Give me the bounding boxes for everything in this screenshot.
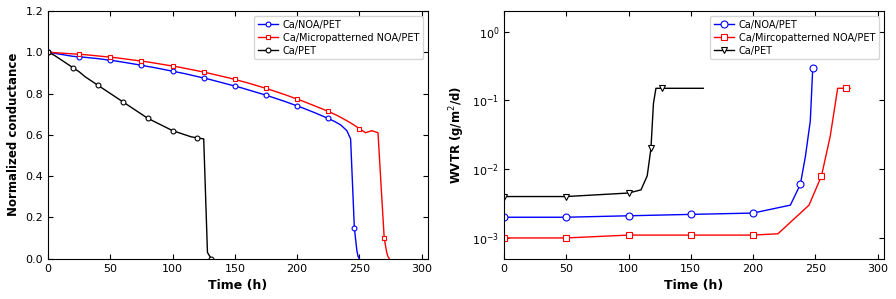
Ca/PET	[43, 51, 54, 54]
Ca/PET	[646, 147, 657, 150]
X-axis label: Time (h): Time (h)	[209, 279, 268, 292]
Legend: Ca/NOA/PET, Ca/Mircopatterned NOA/PET, Ca/PET: Ca/NOA/PET, Ca/Mircopatterned NOA/PET, C…	[711, 16, 879, 60]
Ca/NOA/PET	[800, 155, 811, 159]
Ca/Micropatterned NOA/PET	[56, 51, 66, 55]
Ca/NOA/PET	[499, 216, 510, 219]
Ca/NOA/PET	[785, 203, 796, 207]
Ca/Mircopatterned NOA/PET	[816, 174, 827, 178]
Ca/PET	[698, 86, 709, 90]
Ca/PET	[80, 75, 90, 79]
Ca/PET	[73, 70, 84, 74]
Ca/PET	[202, 251, 213, 254]
Ca/Mircopatterned NOA/PET	[825, 135, 836, 138]
Ca/NOA/PET	[168, 69, 178, 73]
Ca/PET	[161, 126, 172, 129]
Ca/NOA/PET	[223, 83, 234, 86]
Line: Ca/PET: Ca/PET	[501, 85, 707, 200]
Ca/PET	[99, 88, 109, 91]
Ca/PET	[86, 79, 97, 83]
Ca/PET	[623, 191, 633, 195]
X-axis label: Time (h): Time (h)	[664, 279, 723, 292]
Ca/PET	[648, 102, 659, 105]
Ca/PET	[185, 135, 196, 139]
Ca/PET	[174, 131, 185, 135]
Ca/PET	[130, 108, 141, 112]
Ca/PET	[642, 174, 652, 178]
Ca/PET	[499, 195, 510, 198]
Ca/Mircopatterned NOA/PET	[561, 236, 572, 240]
Ca/PET	[657, 86, 668, 90]
Ca/Mircopatterned NOA/PET	[837, 86, 848, 90]
Ca/NOA/PET	[747, 211, 758, 215]
Ca/PET	[204, 255, 215, 258]
Ca/Micropatterned NOA/PET	[43, 51, 54, 54]
Ca/PET	[111, 96, 122, 100]
Line: Ca/NOA/PET: Ca/NOA/PET	[46, 50, 362, 261]
Ca/PET	[49, 54, 60, 57]
Line: Ca/Mircopatterned NOA/PET: Ca/Mircopatterned NOA/PET	[501, 85, 854, 241]
Ca/PET	[56, 58, 66, 61]
Ca/NOA/PET	[236, 86, 246, 89]
Legend: Ca/NOA/PET, Ca/Micropatterned NOA/PET, Ca/PET: Ca/NOA/PET, Ca/Micropatterned NOA/PET, C…	[254, 16, 423, 60]
Ca/Mircopatterned NOA/PET	[747, 233, 758, 237]
Ca/Mircopatterned NOA/PET	[685, 233, 696, 237]
Ca/Micropatterned NOA/PET	[80, 53, 90, 57]
Ca/Mircopatterned NOA/PET	[772, 232, 783, 236]
Ca/Mircopatterned NOA/PET	[499, 236, 510, 240]
Ca/PET	[168, 129, 178, 132]
Ca/PET	[180, 133, 191, 137]
Ca/PET	[561, 195, 572, 198]
Ca/Micropatterned NOA/PET	[99, 55, 109, 58]
Ca/PET	[92, 83, 103, 87]
Ca/Mircopatterned NOA/PET	[845, 86, 856, 90]
Ca/PET	[117, 100, 128, 103]
Ca/PET	[660, 86, 671, 90]
Ca/NOA/PET	[685, 213, 696, 216]
Line: Ca/NOA/PET: Ca/NOA/PET	[501, 64, 819, 221]
Ca/PET	[142, 117, 153, 120]
Ca/NOA/PET	[267, 95, 278, 99]
Ca/PET	[62, 62, 73, 65]
Ca/NOA/PET	[623, 214, 633, 218]
Ca/NOA/PET	[807, 66, 818, 69]
Ca/PET	[198, 137, 209, 141]
Ca/Mircopatterned NOA/PET	[841, 86, 852, 90]
Ca/PET	[105, 92, 116, 95]
Line: Ca/PET: Ca/PET	[46, 50, 213, 261]
Ca/NOA/PET	[99, 58, 109, 61]
Ca/PET	[654, 86, 665, 90]
Ca/NOA/PET	[242, 88, 253, 91]
Y-axis label: WVTR (g/m$^2$/d): WVTR (g/m$^2$/d)	[447, 86, 467, 184]
Ca/PET	[124, 104, 134, 108]
Ca/NOA/PET	[810, 66, 821, 69]
Ca/PET	[155, 123, 166, 126]
Ca/NOA/PET	[561, 216, 572, 219]
Ca/Mircopatterned NOA/PET	[804, 203, 814, 207]
Ca/PET	[206, 257, 217, 260]
Ca/NOA/PET	[805, 119, 815, 123]
Ca/PET	[67, 66, 78, 69]
Ca/Micropatterned NOA/PET	[304, 102, 314, 106]
Ca/Micropatterned NOA/PET	[383, 257, 394, 260]
Ca/NOA/PET	[43, 51, 54, 54]
Line: Ca/Micropatterned NOA/PET: Ca/Micropatterned NOA/PET	[46, 50, 392, 261]
Ca/PET	[650, 86, 661, 90]
Ca/Micropatterned NOA/PET	[136, 59, 147, 63]
Y-axis label: Normalized conductance: Normalized conductance	[7, 53, 20, 216]
Ca/PET	[136, 112, 147, 116]
Ca/PET	[192, 136, 202, 140]
Ca/PET	[635, 188, 646, 192]
Ca/NOA/PET	[354, 257, 365, 260]
Ca/NOA/PET	[795, 183, 806, 186]
Ca/PET	[149, 120, 159, 123]
Ca/Mircopatterned NOA/PET	[623, 233, 633, 237]
Ca/Mircopatterned NOA/PET	[832, 86, 843, 90]
Ca/Micropatterned NOA/PET	[229, 78, 240, 81]
